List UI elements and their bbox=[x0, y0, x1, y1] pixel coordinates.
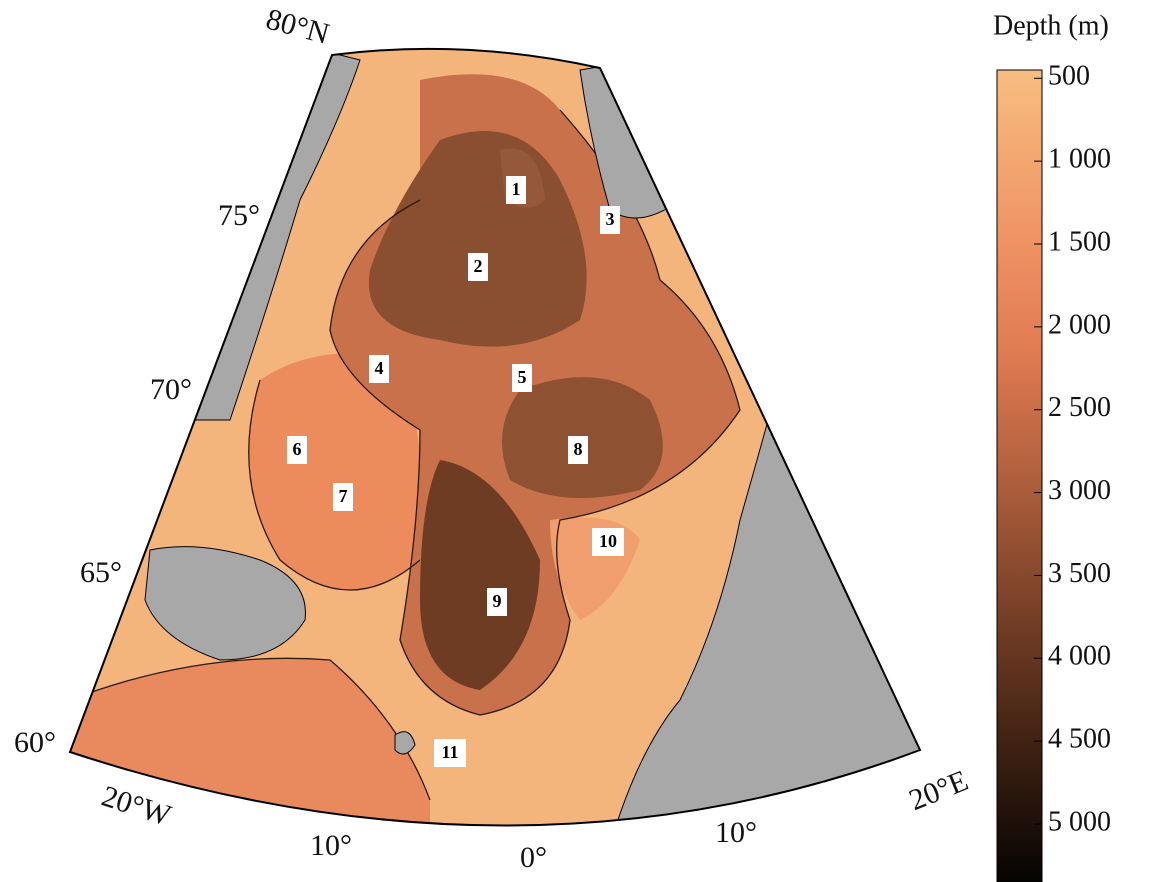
colorbar-tick-label: 4 000 bbox=[1048, 641, 1111, 672]
longitude-label: 20°E bbox=[905, 764, 973, 817]
colorbar bbox=[997, 70, 1042, 882]
colorbar-ticks: 500 1 000 1 500 2 000 2 500 3 000 3 500 4 000 4 … bbox=[1034, 61, 1111, 838]
colorbar-tick-label: 2 000 bbox=[1048, 309, 1111, 340]
region-label: 5 bbox=[518, 367, 527, 387]
colorbar-tick-label: 3 000 bbox=[1048, 475, 1111, 506]
latitude-label: 60° bbox=[14, 726, 56, 759]
region-label: 9 bbox=[493, 591, 502, 611]
region-label: 8 bbox=[574, 439, 583, 459]
longitude-label: 20°W bbox=[98, 779, 176, 832]
region-label: 10 bbox=[599, 531, 617, 551]
colorbar-tick-label: 500 bbox=[1048, 61, 1090, 92]
longitude-label: 10° bbox=[715, 816, 757, 849]
latitude-label: 70° bbox=[150, 373, 192, 406]
colorbar-tick-label: 3 500 bbox=[1048, 558, 1111, 589]
colorbar-tick-label: 2 500 bbox=[1048, 392, 1111, 423]
longitude-label: 10° bbox=[310, 829, 352, 862]
region-label: 3 bbox=[606, 209, 615, 229]
region-label: 4 bbox=[375, 358, 384, 378]
region-label: 11 bbox=[441, 742, 458, 762]
latitude-label: 75° bbox=[218, 199, 260, 232]
latitude-label: 80°N bbox=[263, 2, 333, 50]
colorbar-tick-label: 1 500 bbox=[1048, 226, 1111, 257]
region-label: 1 bbox=[512, 179, 521, 199]
longitude-label: 0° bbox=[520, 841, 547, 874]
colorbar-title: Depth (m) bbox=[993, 10, 1109, 41]
colorbar-tick-label: 4 500 bbox=[1048, 724, 1111, 755]
region-label: 2 bbox=[474, 256, 483, 276]
region-label: 7 bbox=[339, 486, 348, 506]
map-area bbox=[0, 0, 960, 882]
colorbar-tick-label: 5 000 bbox=[1048, 806, 1111, 837]
latitude-label: 65° bbox=[80, 556, 122, 589]
colorbar-tick-label: 1 000 bbox=[1048, 144, 1111, 175]
map-figure: 80°N 75° 70° 65° 60° 20°W 10° 0° 10° 20°… bbox=[0, 0, 1164, 882]
region-label: 6 bbox=[293, 439, 302, 459]
